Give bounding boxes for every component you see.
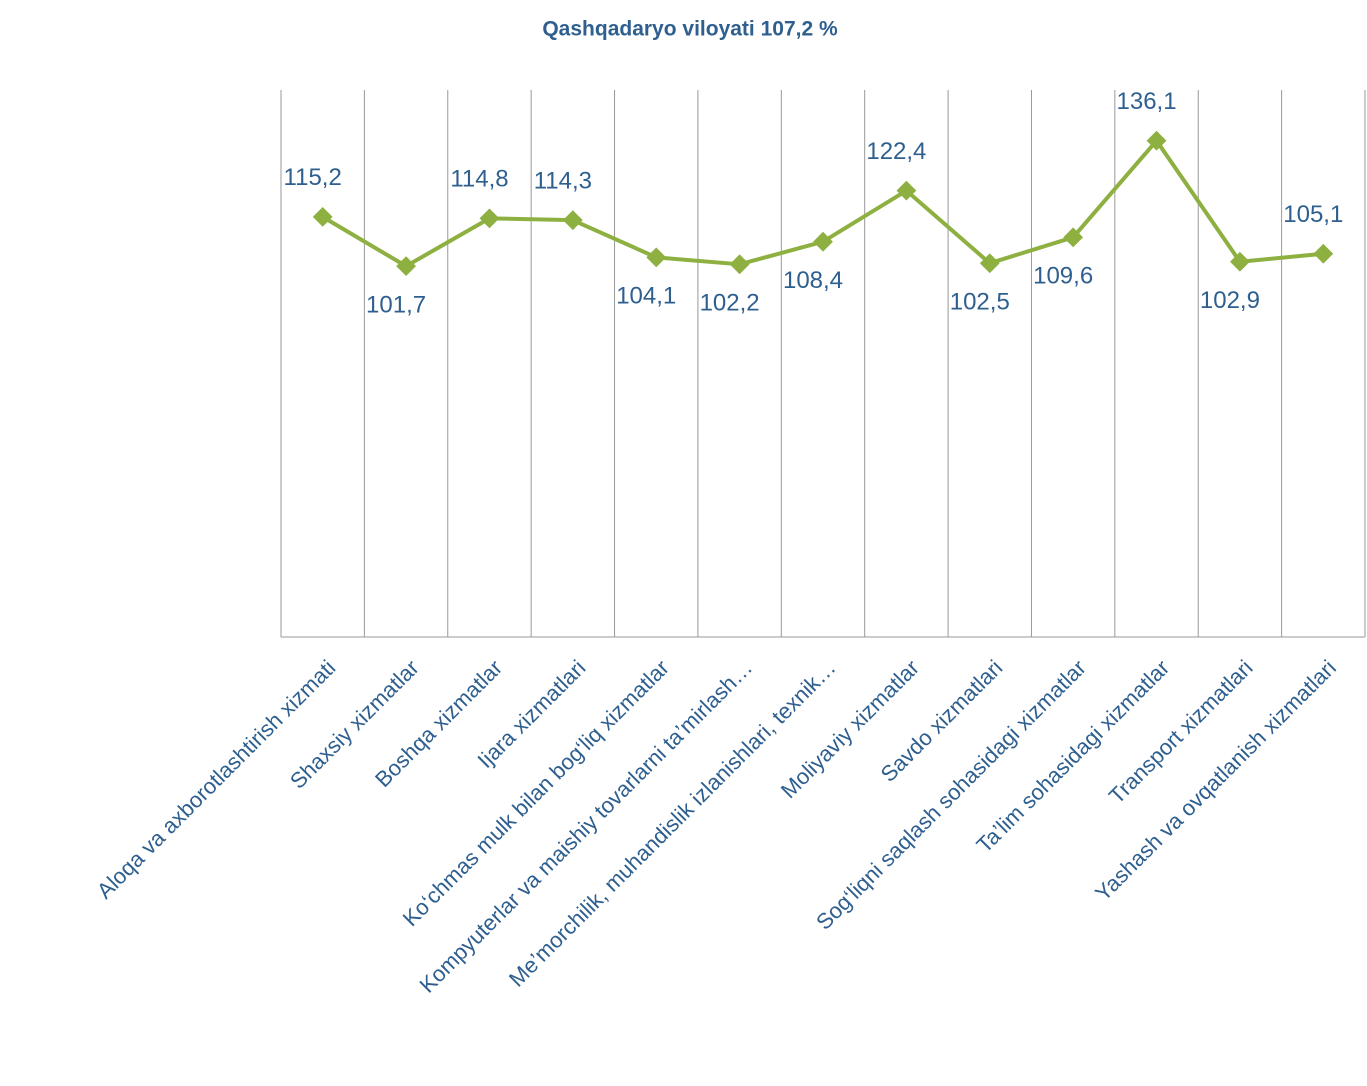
marker	[1313, 243, 1334, 264]
data-label: 122,4	[866, 138, 926, 165]
data-label: 102,2	[700, 290, 760, 317]
x-tick-label: Transport xizmatlari	[1104, 655, 1258, 809]
marker	[979, 253, 1000, 274]
marker	[396, 256, 416, 277]
data-label: 102,5	[950, 289, 1010, 316]
marker	[1063, 227, 1084, 248]
data-label: 108,4	[783, 267, 843, 294]
marker	[1230, 251, 1250, 272]
data-label: 104,1	[616, 283, 676, 310]
data-label: 109,6	[1033, 263, 1093, 290]
data-label: 114,3	[534, 168, 592, 195]
data-label: 105,1	[1283, 201, 1343, 228]
marker	[813, 231, 833, 252]
chart-title: Qashqadaryo viloyati 107,2 %	[542, 18, 838, 41]
marker	[1146, 130, 1167, 151]
marker	[312, 207, 333, 227]
data-label: 101,7	[366, 291, 426, 318]
marker	[646, 247, 667, 268]
marker	[479, 208, 500, 229]
data-label: 136,1	[1117, 88, 1177, 115]
marker	[729, 254, 750, 275]
data-label: 102,9	[1200, 287, 1260, 314]
data-label: 115,2	[284, 164, 342, 191]
marker	[562, 210, 583, 231]
data-label: 114,8	[450, 166, 508, 193]
x-tick-label: Moliyaviy xizmatlar	[776, 655, 924, 803]
